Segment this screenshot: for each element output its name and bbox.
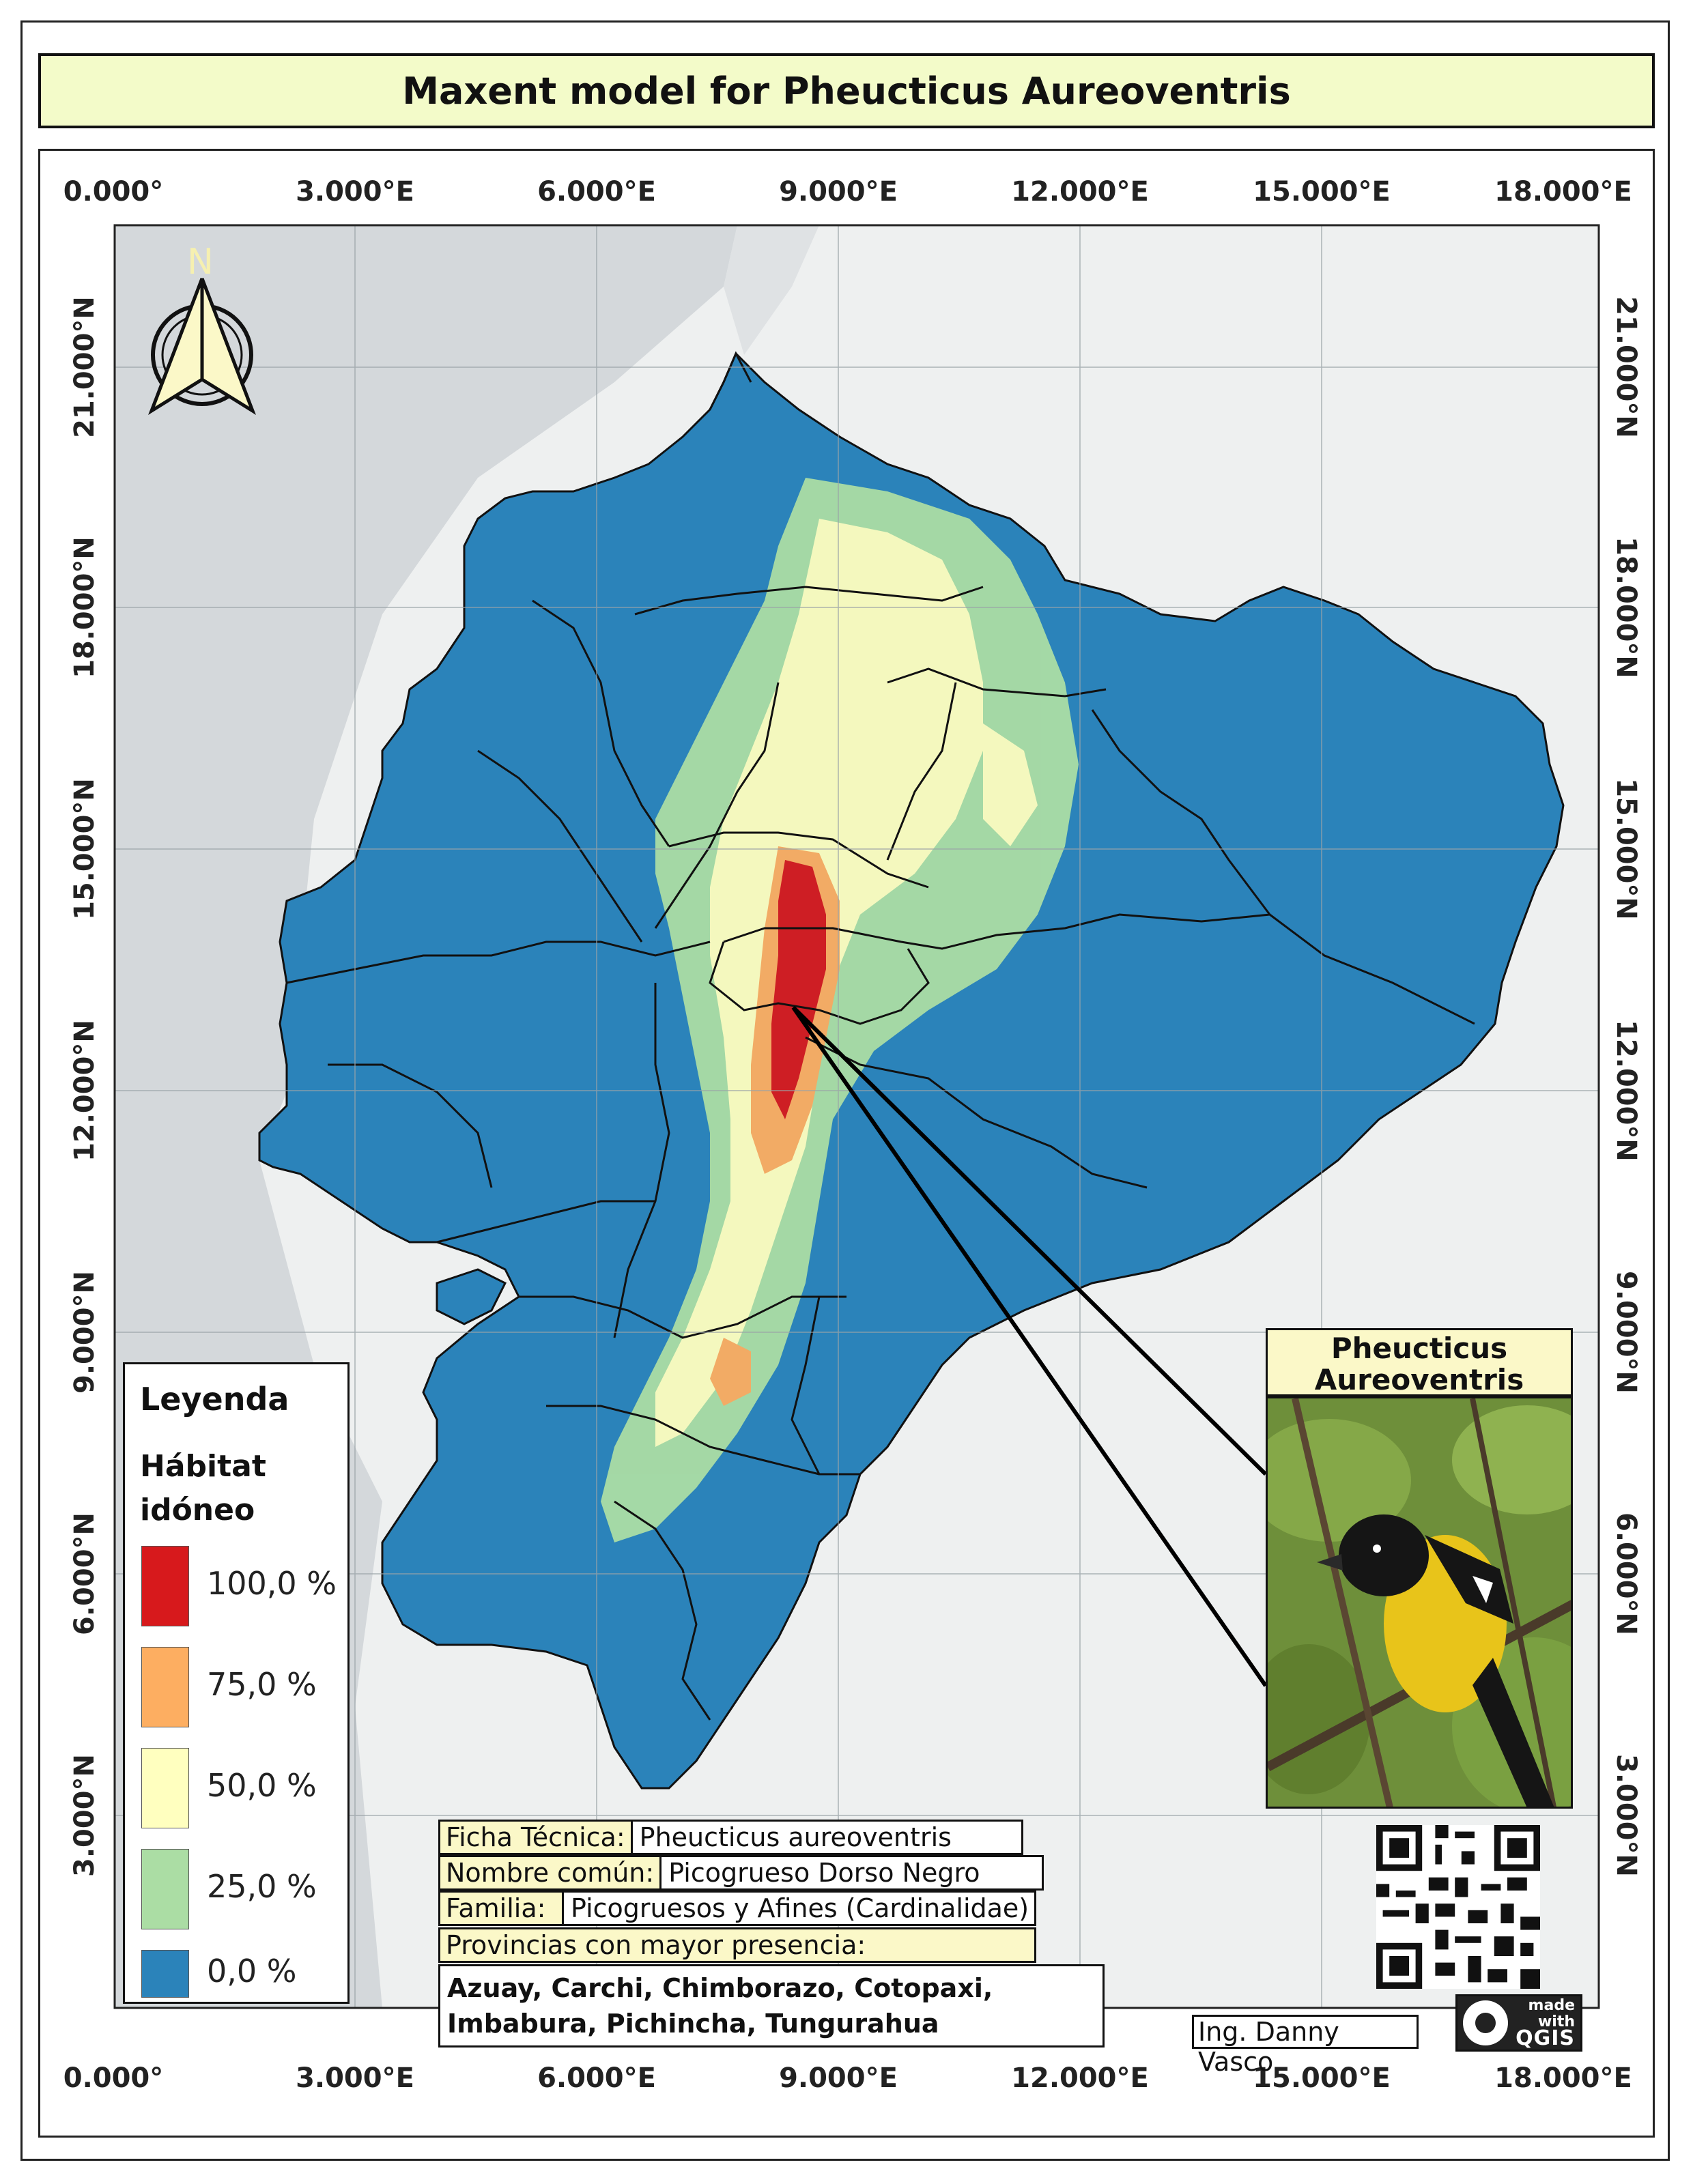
legend-swatch-100 [141,1546,189,1626]
legend-swatch-50 [141,1748,189,1828]
author-label: Ing. Danny Vasco [1192,2015,1419,2077]
legend-label-50: 50,0 % [207,1767,317,1804]
legend-swatch-25 [141,1849,189,1929]
habitat-50-zone-east [983,723,1038,846]
coord-left-5: 6.000°N [69,1512,100,1635]
coord-right-0: 21.000°N [1610,296,1642,438]
province-boundaries [286,586,1475,1721]
qr-code-icon[interactable] [1376,1825,1540,1989]
coord-left-2: 15.000°N [69,778,100,920]
qgis-with: with [1537,2013,1575,2030]
qgis-badge: made with QGIS [1455,1994,1582,2052]
legend-label-25: 25,0 % [207,1868,317,1905]
page-border [20,20,1670,2161]
coord-right-5: 6.000°N [1610,1512,1642,1635]
coord-left-1: 18.000°N [69,536,100,678]
coord-top-2: 6.000°E [537,176,656,207]
map-title: Maxent model for Pheucticus Aureoventris [402,69,1291,113]
nombre-value: Picogrueso Dorso Negro [661,1855,1044,1891]
basemap-ocean-north [724,225,819,355]
coord-bottom-4: 12.000°E [1011,2063,1149,2094]
coord-right-3: 12.000°N [1610,1020,1642,1162]
provincias-label: Provincias con mayor presencia: [438,1927,1036,1963]
legend-swatch-0 [141,1950,189,1998]
coord-left-6: 3.000°N [69,1754,100,1877]
legend-label-0: 0,0 % [207,1953,297,1989]
qgis-brand: QGIS [1516,2026,1575,2050]
north-arrow-icon [148,278,256,416]
ficha-row: Ficha Técnica: Pheucticus aureoventris [438,1820,1023,1855]
nombre-row: Nombre común: Picogrueso Dorso Negro [438,1855,1044,1891]
coord-bottom-1: 3.000°E [296,2063,414,2094]
coord-right-2: 15.000°N [1610,778,1642,920]
coord-bottom-0: 0.000° [63,2063,164,2094]
legend-panel: Leyenda Hábitat idóneo 100,0 % 75,0 % 50… [123,1362,350,2004]
north-arrow-letter: N [187,242,214,283]
map-frame [38,149,1655,2138]
coord-top-0: 0.000° [63,176,164,207]
familia-row: Familia: Picogruesos y Afines (Cardinali… [438,1891,1036,1926]
bird-panel-title: Pheucticus Aureoventris [1266,1328,1573,1396]
coord-right-4: 9.000°N [1610,1271,1642,1394]
coord-top-6: 18.000°E [1494,176,1632,207]
qgis-made: made [1528,1997,1575,2014]
coord-left-4: 9.000°N [69,1271,100,1394]
ficha-value: Pheucticus aureoventris [632,1820,1023,1855]
coord-top-5: 15.000°E [1253,176,1391,207]
bird-illustration [1268,1398,1571,1807]
familia-value: Picogruesos y Afines (Cardinalidae) [564,1891,1036,1926]
legend-subtitle: Hábitat idóneo [140,1449,266,1527]
coord-left-3: 12.000°N [69,1020,100,1162]
provincias-value: Azuay, Carchi, Chimborazo, Cotopaxi, Imb… [438,1964,1105,2048]
coord-top-1: 3.000°E [296,176,414,207]
coord-left-0: 21.000°N [69,296,100,438]
legend-title: Leyenda [140,1381,289,1418]
coord-right-6: 3.000°N [1610,1754,1642,1877]
title-bar: Maxent model for Pheucticus Aureoventris [38,53,1655,128]
coord-bottom-5: 15.000°E [1253,2063,1391,2094]
northern-border-coast [709,351,752,410]
provincias-row: Provincias con mayor presencia: [438,1927,1036,1963]
legend-swatch-75 [141,1647,189,1727]
habitat-raster-area [258,351,1565,1790]
coord-bottom-2: 6.000°E [537,2063,656,2094]
coord-right-1: 18.000°N [1610,536,1642,678]
ficha-label: Ficha Técnica: [438,1820,633,1855]
legend-label-75: 75,0 % [207,1666,317,1703]
callout-lines [791,1005,1268,1687]
habitat-75-zone-south [710,1338,751,1406]
bird-photo [1266,1396,1573,1809]
familia-label: Familia: [438,1891,564,1926]
coord-bottom-3: 9.000°E [779,2063,898,2094]
habitat-100-zone [771,860,826,1119]
gulf-islands [436,1268,507,1325]
nombre-label: Nombre común: [438,1855,662,1891]
coord-top-4: 12.000°E [1011,176,1149,207]
coord-top-3: 9.000°E [779,176,898,207]
qgis-logo-icon [1463,2000,1508,2045]
legend-label-100: 100,0 % [207,1565,337,1602]
coord-bottom-6: 18.000°E [1494,2063,1632,2094]
